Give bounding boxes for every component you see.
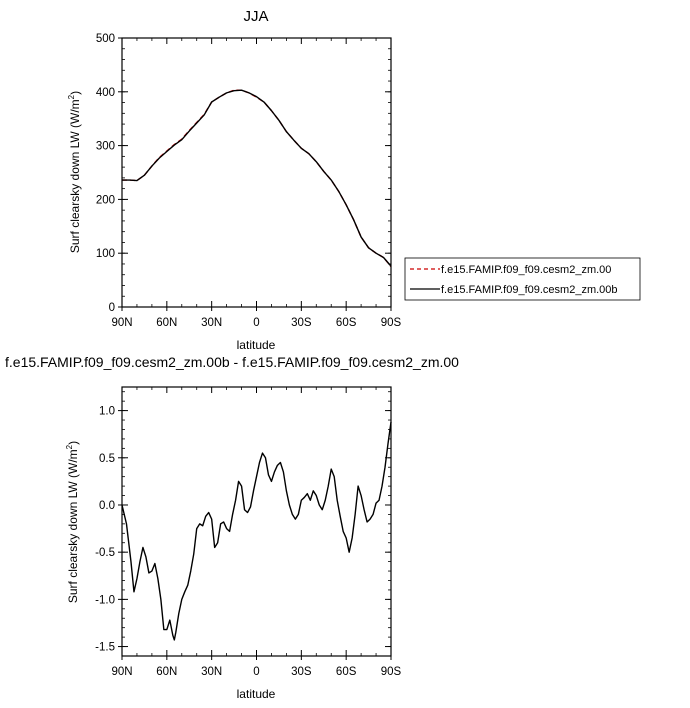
- y-tick-label-0-1: 100: [96, 248, 115, 260]
- x-tick-label-0-6: 90S: [381, 317, 402, 329]
- bottom-chart: f.e15.FAMIP.f09_f09.cesm2_zm.00b - f.e15…: [5, 354, 459, 701]
- x-tick-label-1-5: 60S: [336, 666, 357, 678]
- series-line-0-1: [122, 89, 392, 267]
- top-x-axis-label: latitude: [237, 338, 276, 352]
- y-tick-label-1-1: 0.5: [99, 453, 115, 465]
- bottom-x-axis-label: latitude: [237, 687, 276, 701]
- top-chart: JJA 0 100 200 300 400 500 90N 60N 30N 0 30S 60S 90S…: [67, 8, 641, 352]
- top-y-axis-label-main: Surf clearsky down LW (W/m: [68, 99, 82, 253]
- top-y-ticks: 0 100 200 300 400 500: [96, 33, 391, 314]
- bottom-y-axis-label-sup: 2: [65, 444, 74, 449]
- y-tick-label-1-3: -0.5: [95, 547, 115, 559]
- x-tick-label-1-1: 60N: [156, 666, 177, 678]
- x-tick-label-0-4: 30S: [291, 317, 312, 329]
- legend-label-series-1: f.e15.FAMIP.f09_f09.cesm2_zm.00b: [441, 284, 618, 296]
- x-tick-label-0-2: 30N: [201, 317, 222, 329]
- top-plot-area: [122, 89, 392, 268]
- top-y-axis-label: Surf clearsky down LW (W/m2): [67, 91, 82, 253]
- y-tick-label-0-0: 0: [109, 302, 115, 314]
- y-tick-label-1-5: -1.5: [95, 642, 115, 654]
- x-tick-label-0-0: 90N: [111, 317, 132, 329]
- top-y-axis-label-close: ): [68, 91, 82, 95]
- y-tick-label-0-2: 200: [96, 194, 115, 206]
- x-tick-label-1-6: 90S: [381, 666, 402, 678]
- series-line-0-0: [122, 89, 392, 268]
- x-tick-label-1-4: 30S: [291, 666, 312, 678]
- y-tick-label-1-2: 0.0: [99, 500, 115, 512]
- y-tick-label-1-4: -1.0: [95, 594, 115, 606]
- series-line-1-0: [121, 421, 392, 641]
- bottom-plot-area: [121, 421, 392, 641]
- bottom-chart-title: f.e15.FAMIP.f09_f09.cesm2_zm.00b - f.e15…: [5, 354, 459, 370]
- y-tick-label-1-0: 1.0: [99, 406, 115, 418]
- top-legend-box: [404, 257, 641, 301]
- bottom-x-ticks: 90N 60N 30N 0 30S 60S 90S: [111, 387, 402, 678]
- top-y-axis-label-sup: 2: [67, 94, 76, 99]
- x-tick-label-1-0: 90N: [111, 666, 132, 678]
- x-tick-label-1-3: 0: [253, 666, 259, 678]
- x-tick-label-0-1: 60N: [156, 317, 177, 329]
- top-x-ticks: 90N 60N 30N 0 30S 60S 90S: [111, 38, 402, 329]
- top-plot-frame: [121, 37, 392, 308]
- bottom-y-axis-label: Surf clearsky down LW (W/m2): [65, 441, 80, 603]
- x-tick-label-0-3: 0: [253, 317, 259, 329]
- top-chart-title: JJA: [243, 8, 268, 25]
- y-tick-label-0-3: 300: [96, 141, 115, 153]
- legend-label-series-0: f.e15.FAMIP.f09_f09.cesm2_zm.00: [441, 264, 611, 276]
- x-tick-label-0-5: 60S: [336, 317, 357, 329]
- bottom-y-axis-label-close: ): [66, 441, 80, 445]
- y-tick-label-0-5: 500: [96, 33, 115, 45]
- y-tick-label-0-4: 400: [96, 87, 115, 99]
- top-legend: f.e15.FAMIP.f09_f09.cesm2_zm.00 f.e15.FA…: [404, 257, 641, 301]
- bottom-y-ticks: 1.0 0.5 0.0 -0.5 -1.0 -1.5: [95, 391, 391, 657]
- bottom-y-axis-label-main: Surf clearsky down LW (W/m: [66, 449, 80, 603]
- x-tick-label-1-2: 30N: [201, 666, 222, 678]
